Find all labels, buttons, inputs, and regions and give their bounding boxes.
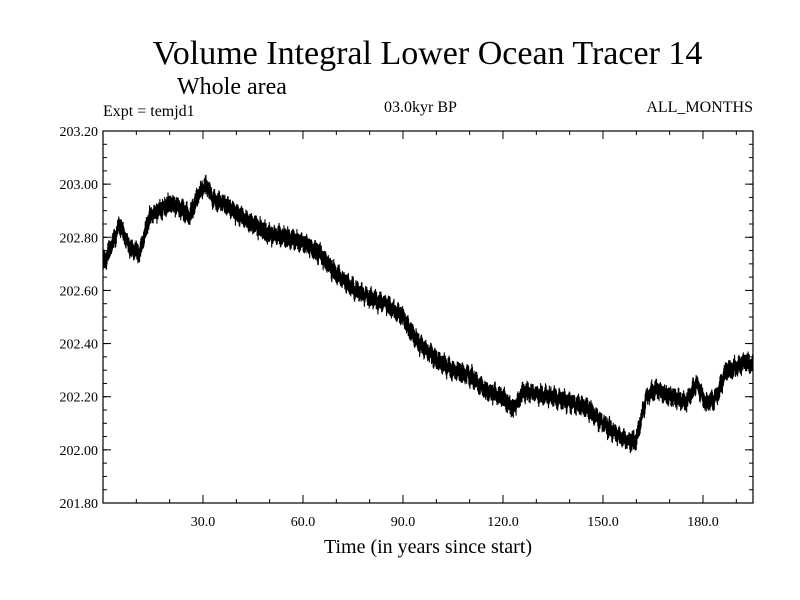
y-tick-label: 203.00 bbox=[60, 178, 99, 193]
y-tick-label: 203.20 bbox=[60, 125, 99, 140]
y-tick-label: 202.00 bbox=[60, 444, 99, 459]
chart-subtitle: Whole area bbox=[177, 74, 287, 100]
x-axis: 30.0 60.0 90.0 120.0 150.0 180.0 bbox=[135, 131, 737, 530]
x-tick-label: 120.0 bbox=[487, 515, 519, 530]
period-label: 03.0kyr BP bbox=[384, 99, 457, 116]
x-tick-label: 60.0 bbox=[291, 515, 316, 530]
y-axis: 201.80 202.00 202.20 202.40 202.60 202.80 203.… bbox=[60, 125, 753, 512]
x-tick-label: 90.0 bbox=[391, 515, 416, 530]
y-tick-label: 202.80 bbox=[60, 231, 99, 246]
y-tick-label: 202.20 bbox=[60, 391, 99, 406]
chart-title: Volume Integral Lower Ocean Tracer 14 bbox=[152, 35, 703, 72]
series-line bbox=[102, 174, 754, 454]
series-layer bbox=[102, 174, 754, 454]
y-tick-label: 202.60 bbox=[60, 284, 99, 299]
x-axis-label: Time (in years since start) bbox=[323, 536, 533, 558]
experiment-label: Expt = temjd1 bbox=[103, 103, 195, 120]
y-tick-label: 201.80 bbox=[60, 497, 99, 512]
y-tick-label: 202.40 bbox=[60, 338, 99, 353]
months-label: ALL_MONTHS bbox=[646, 99, 753, 116]
x-tick-label: 150.0 bbox=[587, 515, 619, 530]
x-tick-label: 30.0 bbox=[191, 515, 216, 530]
x-tick-label: 180.0 bbox=[687, 515, 719, 530]
